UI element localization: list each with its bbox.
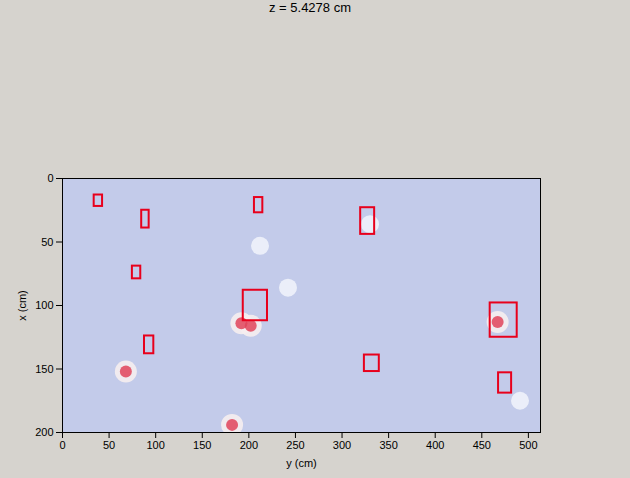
svg-text:0: 0 <box>59 439 65 451</box>
svg-text:y (cm): y (cm) <box>286 457 317 469</box>
svg-text:500: 500 <box>519 439 537 451</box>
svg-text:450: 450 <box>473 439 491 451</box>
html-text:z = 5.4278 cm: z = 5.4278 cm <box>269 0 351 15</box>
svg-text:50: 50 <box>41 236 53 248</box>
svg-text:100: 100 <box>146 439 164 451</box>
svg-text:200: 200 <box>35 426 53 438</box>
svg-text:200: 200 <box>240 439 258 451</box>
svg-text:150: 150 <box>193 439 211 451</box>
svg-text:50: 50 <box>103 439 115 451</box>
svg-text:0: 0 <box>47 172 53 184</box>
svg-text:350: 350 <box>379 439 397 451</box>
svg-text:x (cm): x (cm) <box>16 290 28 321</box>
svg-text:400: 400 <box>426 439 444 451</box>
svg-text:300: 300 <box>333 439 351 451</box>
svg-text:250: 250 <box>286 439 304 451</box>
svg-text:150: 150 <box>35 363 53 375</box>
svg-text:100: 100 <box>35 299 53 311</box>
